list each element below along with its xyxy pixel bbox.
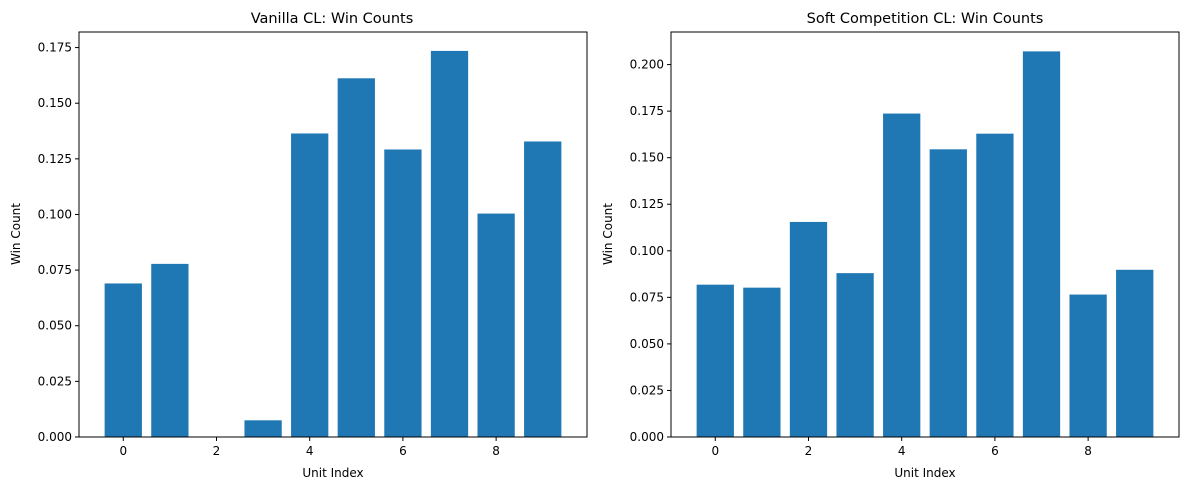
- y-tick-label: 0.050: [38, 319, 72, 333]
- y-tick-label: 0.075: [38, 263, 72, 277]
- bar-1: [743, 287, 781, 437]
- chart-title: Soft Competition CL: Win Counts: [807, 11, 1044, 27]
- x-axis-label: Unit Index: [894, 466, 955, 480]
- x-tick-label: 8: [492, 444, 500, 458]
- bar-7: [430, 50, 469, 437]
- y-tick-label: 0.075: [630, 290, 664, 304]
- bar-9: [524, 141, 562, 438]
- bar-6: [384, 149, 422, 438]
- x-axis-label: Unit Index: [302, 466, 363, 480]
- x-tick-label: 0: [119, 444, 127, 458]
- x-tick-label: 2: [805, 444, 813, 458]
- y-tick-label: 0.175: [630, 104, 664, 118]
- plot-area: 0 2 4 6 8 0.000 0.025 0.050 0.075 0.100 0.125 0.150…: [38, 41, 562, 458]
- bar-5: [337, 78, 375, 437]
- bar-7: [1022, 51, 1061, 438]
- y-tick-label: 0.200: [630, 58, 664, 72]
- bar-3: [244, 420, 282, 437]
- y-tick-label: 0.025: [630, 383, 664, 397]
- x-tick-label: 2: [213, 444, 221, 458]
- x-tick-label: 4: [306, 444, 314, 458]
- y-tick-label: 0.125: [38, 152, 72, 166]
- bar-5: [929, 149, 967, 437]
- y-tick-label: 0.150: [630, 151, 664, 165]
- y-tick-label: 0.175: [38, 41, 72, 55]
- y-tick-label: 0.125: [630, 197, 664, 211]
- bar-1: [151, 263, 189, 437]
- bar-0: [696, 284, 734, 437]
- bar-2: [789, 221, 828, 437]
- bar-3: [836, 273, 874, 437]
- y-axis-label: Win Count: [9, 203, 23, 265]
- chart-title: Vanilla CL: Win Counts: [251, 11, 414, 27]
- x-tick-label: 8: [1084, 444, 1092, 458]
- bar-8: [477, 213, 515, 437]
- y-tick-label: 0.100: [630, 244, 664, 258]
- plot-area: 0 2 4 6 8 0.000 0.025 0.050 0.075 0.100 0.125 0.150…: [630, 51, 1154, 458]
- x-tick-label: 4: [898, 444, 906, 458]
- y-tick-label: 0.050: [630, 337, 664, 351]
- bar-4: [883, 113, 921, 437]
- bar-6: [976, 133, 1014, 438]
- bar-9: [1116, 269, 1154, 437]
- chart-soft-competition-cl: Soft Competition CL: Win Counts 0 2 4 6 8 0.0…: [601, 11, 1180, 480]
- x-tick-label: 6: [991, 444, 999, 458]
- bar-8: [1069, 294, 1107, 437]
- y-axis-label: Win Count: [601, 203, 615, 265]
- y-tick-label: 0.000: [630, 430, 664, 444]
- x-tick-label: 0: [711, 444, 719, 458]
- plot-frame: [670, 31, 1180, 438]
- y-tick-label: 0.025: [38, 374, 72, 388]
- y-tick-label: 0.000: [38, 430, 72, 444]
- x-tick-label: 6: [399, 444, 407, 458]
- chart-vanilla-cl: Vanilla CL: Win Counts 0 2 4 6 8 0.000 0.025 0.…: [9, 11, 588, 480]
- y-tick-label: 0.150: [38, 96, 72, 110]
- y-tick-label: 0.100: [38, 207, 72, 221]
- plot-frame: [78, 31, 588, 438]
- bar-4: [291, 133, 329, 437]
- bar-0: [104, 283, 142, 437]
